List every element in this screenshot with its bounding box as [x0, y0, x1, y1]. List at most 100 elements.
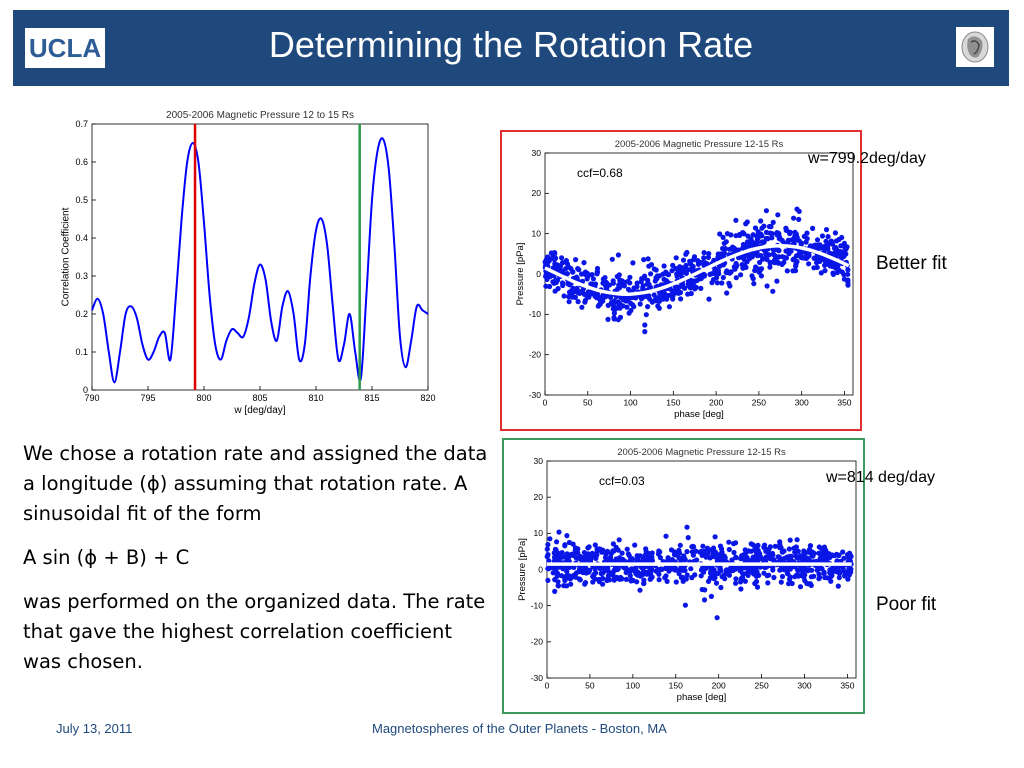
data-point [649, 550, 655, 556]
data-point [817, 574, 823, 580]
data-point [554, 539, 560, 545]
data-point [822, 268, 828, 274]
data-point [646, 281, 652, 287]
y-tick-label: 10 [534, 528, 544, 538]
data-point [682, 602, 688, 608]
data-point [775, 212, 781, 218]
data-point [794, 567, 801, 573]
data-point [793, 544, 799, 550]
data-point [656, 577, 662, 583]
data-point [594, 546, 600, 552]
data-point [678, 272, 684, 278]
data-point [828, 578, 834, 584]
data-point [569, 551, 575, 557]
ucla-logo-text: UCLA [28, 33, 102, 63]
data-point [790, 268, 796, 274]
data-point [709, 564, 715, 571]
data-point [680, 257, 687, 263]
data-point [742, 553, 748, 559]
data-point [710, 553, 716, 560]
y-axis-label: Pressure [pPa] [515, 243, 526, 306]
data-point [683, 262, 689, 268]
data-point [582, 271, 588, 277]
data-point [561, 583, 567, 589]
data-point [796, 216, 802, 222]
data-point [690, 552, 696, 558]
data-point [563, 266, 569, 272]
x-tick-label: 100 [623, 398, 637, 408]
data-point [551, 554, 558, 560]
data-point [661, 263, 667, 269]
data-point [621, 297, 627, 303]
x-tick-label: 350 [837, 398, 851, 408]
data-point [721, 250, 727, 256]
data-point [785, 567, 791, 573]
data-point [683, 576, 689, 582]
data-point [758, 218, 764, 224]
data-point [835, 583, 841, 589]
data-point [752, 267, 758, 274]
data-point [637, 301, 643, 307]
data-point [641, 577, 647, 583]
data-point [701, 569, 707, 575]
data-point [793, 263, 799, 269]
data-point [542, 259, 548, 265]
data-point [729, 564, 736, 570]
data-point [683, 251, 689, 257]
data-point [763, 546, 769, 552]
data-point [825, 257, 831, 264]
data-point [832, 230, 838, 236]
data-point [568, 581, 574, 587]
data-point [688, 566, 694, 572]
data-point [545, 542, 551, 548]
ccf-annotation: ccf=0.03 [599, 474, 645, 488]
data-point [564, 533, 570, 539]
data-point [814, 264, 820, 270]
data-point [761, 223, 767, 229]
data-point [842, 245, 848, 251]
data-point [738, 586, 744, 592]
data-point [721, 553, 727, 559]
data-point [766, 550, 772, 556]
data-point [733, 275, 739, 281]
data-point [617, 278, 623, 284]
data-point [787, 229, 793, 235]
data-point [658, 295, 664, 301]
data-point [556, 564, 562, 570]
data-point [571, 572, 577, 578]
data-point [706, 296, 712, 302]
data-point [805, 581, 811, 587]
poor-fit-label: Poor fit [876, 594, 937, 615]
data-point [664, 578, 670, 584]
data-point [613, 544, 619, 550]
data-point [664, 278, 670, 285]
data-point [627, 274, 633, 280]
x-axis-label: phase [deg] [674, 409, 724, 420]
data-point [778, 579, 784, 585]
data-point [755, 235, 761, 241]
y-tick-label: 20 [534, 492, 544, 502]
data-point [566, 299, 572, 305]
data-point [728, 269, 734, 275]
data-point [630, 260, 636, 266]
data-point [823, 238, 829, 244]
data-point [611, 316, 617, 322]
data-point [848, 553, 854, 560]
data-point [836, 236, 842, 243]
data-point [624, 546, 630, 552]
data-point [544, 554, 550, 560]
x-tick-label: 810 [308, 393, 323, 403]
chart-title: 2005-2006 Magnetic Pressure 12-15 Rs [617, 447, 786, 458]
data-point [811, 255, 817, 261]
data-point [714, 615, 720, 621]
data-point [750, 276, 756, 282]
data-point [762, 564, 768, 571]
data-point [752, 225, 759, 231]
data-point [676, 555, 682, 561]
x-tick-label: 200 [709, 398, 723, 408]
data-point [744, 570, 750, 576]
y-axis-label: Pressure [pPa] [517, 538, 528, 601]
data-point [642, 329, 648, 335]
chart-title: 2005-2006 Magnetic Pressure 12 to 15 Rs [166, 110, 354, 121]
y-tick-label: 0.1 [75, 347, 88, 357]
